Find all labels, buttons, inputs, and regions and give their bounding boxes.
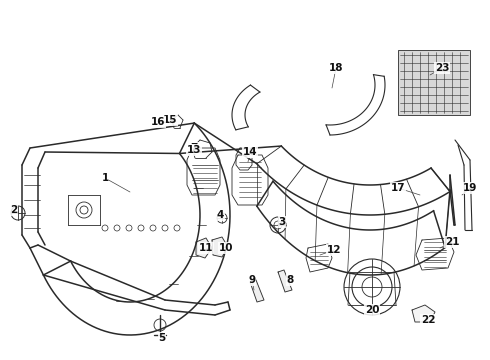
- Text: 5: 5: [158, 333, 166, 343]
- Polygon shape: [412, 305, 435, 322]
- Text: 22: 22: [421, 315, 435, 325]
- Text: 19: 19: [463, 183, 477, 193]
- Text: 7: 7: [190, 143, 197, 153]
- Text: 17: 17: [391, 183, 405, 193]
- Text: 15: 15: [163, 115, 177, 125]
- Text: 6: 6: [248, 147, 256, 157]
- Text: 18: 18: [329, 63, 343, 73]
- Text: 16: 16: [151, 117, 165, 127]
- Text: 14: 14: [243, 147, 257, 157]
- Text: 9: 9: [248, 275, 256, 285]
- Text: 23: 23: [435, 63, 449, 73]
- Bar: [398, 50, 470, 115]
- Polygon shape: [212, 237, 228, 257]
- Text: 20: 20: [365, 305, 379, 315]
- Text: 21: 21: [445, 237, 459, 247]
- Text: 1: 1: [101, 173, 109, 183]
- Text: 11: 11: [199, 243, 213, 253]
- Text: 8: 8: [286, 275, 294, 285]
- Text: 13: 13: [187, 145, 201, 155]
- Text: 3: 3: [278, 217, 286, 227]
- Text: 10: 10: [219, 243, 233, 253]
- Text: 12: 12: [327, 245, 341, 255]
- Text: 4: 4: [216, 210, 224, 220]
- Text: 2: 2: [10, 205, 18, 215]
- Polygon shape: [196, 238, 212, 258]
- Polygon shape: [250, 280, 264, 302]
- Polygon shape: [278, 270, 292, 292]
